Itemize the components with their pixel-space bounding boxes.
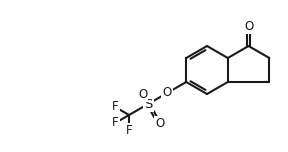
Text: F: F <box>126 124 132 138</box>
Text: F: F <box>112 116 119 130</box>
Text: O: O <box>244 19 253 33</box>
Text: O: O <box>138 88 147 101</box>
Text: F: F <box>112 100 119 114</box>
Text: O: O <box>155 117 164 130</box>
Text: O: O <box>162 86 172 100</box>
Text: S: S <box>144 97 152 111</box>
